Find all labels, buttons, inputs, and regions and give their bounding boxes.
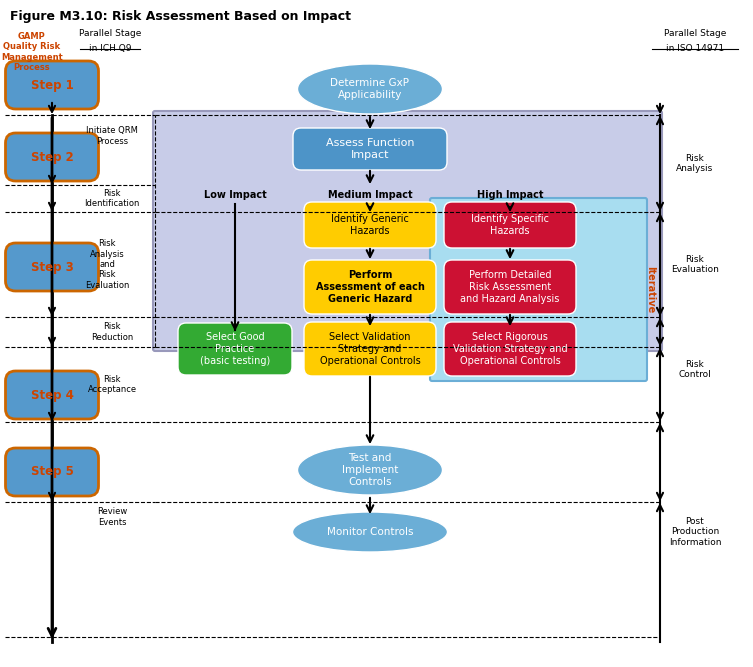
- Text: Risk
Analysis
and
Risk
Evaluation: Risk Analysis and Risk Evaluation: [85, 239, 130, 289]
- Ellipse shape: [297, 64, 443, 114]
- Text: Iterative: Iterative: [645, 266, 655, 313]
- Text: Risk
Reduction: Risk Reduction: [91, 322, 133, 342]
- FancyBboxPatch shape: [5, 243, 99, 291]
- Text: Parallel Stage: Parallel Stage: [79, 29, 142, 38]
- FancyBboxPatch shape: [178, 323, 292, 375]
- FancyBboxPatch shape: [5, 133, 99, 181]
- Text: Perform Detailed
Risk Assessment
and Hazard Analysis: Perform Detailed Risk Assessment and Haz…: [460, 269, 559, 304]
- FancyBboxPatch shape: [444, 260, 576, 314]
- FancyBboxPatch shape: [444, 202, 576, 248]
- Text: Assess Function
Impact: Assess Function Impact: [326, 138, 414, 160]
- Text: Medium Impact: Medium Impact: [328, 190, 413, 200]
- Ellipse shape: [292, 512, 447, 552]
- FancyBboxPatch shape: [430, 198, 647, 381]
- Text: High Impact: High Impact: [477, 190, 543, 200]
- Text: Select Good
Practice
(basic testing): Select Good Practice (basic testing): [200, 331, 270, 366]
- Text: Step 1: Step 1: [31, 79, 73, 91]
- Text: Determine GxP
Applicability: Determine GxP Applicability: [331, 78, 410, 100]
- FancyBboxPatch shape: [293, 128, 447, 170]
- FancyBboxPatch shape: [304, 260, 436, 314]
- FancyBboxPatch shape: [153, 111, 662, 351]
- Text: Step 3: Step 3: [31, 261, 73, 273]
- Text: Risk
Identification: Risk Identification: [84, 189, 140, 208]
- Text: Identify Specific
Hazards: Identify Specific Hazards: [471, 214, 549, 236]
- Text: Parallel Stage: Parallel Stage: [664, 29, 726, 38]
- Ellipse shape: [297, 445, 443, 495]
- Text: Select Validation
Strategy and
Operational Controls: Select Validation Strategy and Operation…: [319, 331, 420, 366]
- FancyBboxPatch shape: [5, 448, 99, 496]
- Text: in ISO 14971: in ISO 14971: [666, 44, 724, 53]
- FancyBboxPatch shape: [5, 61, 99, 109]
- Text: Risk
Evaluation: Risk Evaluation: [671, 255, 719, 274]
- Text: Select Rigorous
Validation Strategy and
Operational Controls: Select Rigorous Validation Strategy and …: [453, 331, 567, 366]
- Text: Figure M3.10: Risk Assessment Based on Impact: Figure M3.10: Risk Assessment Based on I…: [10, 10, 351, 23]
- FancyBboxPatch shape: [304, 202, 436, 248]
- Text: Risk
Control: Risk Control: [678, 360, 712, 380]
- Text: Identify Generic
Hazards: Identify Generic Hazards: [331, 214, 409, 236]
- Text: Risk
Acceptance: Risk Acceptance: [87, 375, 136, 394]
- Text: Monitor Controls: Monitor Controls: [327, 527, 413, 537]
- Text: Review
Events: Review Events: [97, 508, 127, 527]
- Text: Initiate QRM
Process: Initiate QRM Process: [86, 126, 138, 145]
- FancyBboxPatch shape: [304, 322, 436, 376]
- Text: Low Impact: Low Impact: [203, 190, 267, 200]
- Text: Risk
Analysis: Risk Analysis: [676, 154, 714, 173]
- Text: Step 5: Step 5: [31, 466, 74, 478]
- FancyBboxPatch shape: [444, 322, 576, 376]
- Text: Step 2: Step 2: [31, 151, 73, 163]
- Text: in ICH Q9: in ICH Q9: [89, 44, 131, 53]
- Text: Perform
Assessment of each
Generic Hazard: Perform Assessment of each Generic Hazar…: [316, 269, 425, 304]
- Text: Test and
Implement
Controls: Test and Implement Controls: [342, 453, 398, 488]
- FancyBboxPatch shape: [5, 371, 99, 419]
- Text: Post
Production
Information: Post Production Information: [669, 517, 721, 547]
- Text: GAMP
Quality Risk
Management
Process: GAMP Quality Risk Management Process: [1, 32, 62, 72]
- Text: Step 4: Step 4: [31, 388, 74, 402]
